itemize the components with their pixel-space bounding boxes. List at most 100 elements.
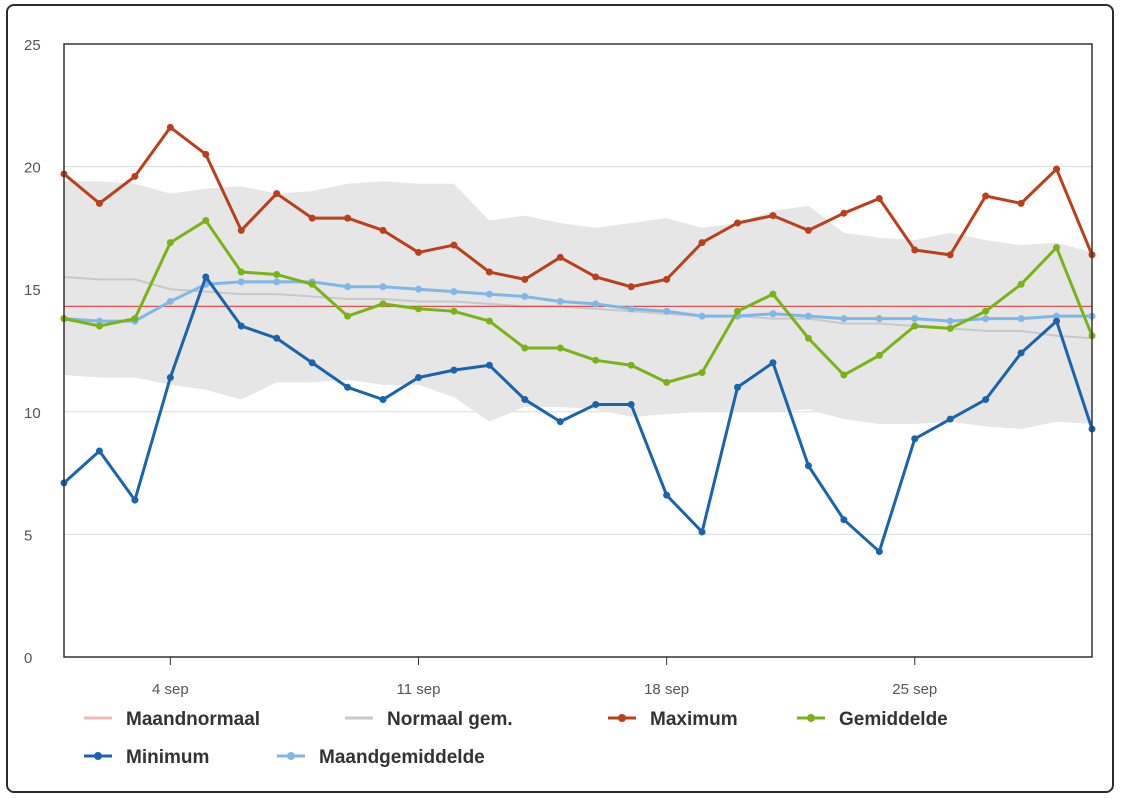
data-point-gemiddelde [485,317,493,325]
data-point-maximum [166,123,174,131]
data-point-maximum [379,226,387,234]
data-point-gemiddelde [344,312,352,320]
data-point-gemiddelde [946,324,954,332]
legend-item-maandnormaal[interactable]: Maandnormaal [84,709,260,730]
data-point-minimum [592,400,600,408]
data-point-gemiddelde [414,305,422,313]
x-tick-label: 11 sep [397,681,441,698]
x-axis-ticks: 4 sep 11 sep 18 sep 25 sep [152,657,937,698]
legend-item-maximum[interactable]: Maximum [608,709,738,730]
data-point-maandgemiddelde [663,307,671,315]
data-point-maandgemiddelde [273,278,281,286]
data-point-minimum [804,462,812,470]
data-point-minimum [1053,317,1061,325]
legend-marker [94,752,102,760]
x-tick-label: 25 sep [892,681,937,698]
data-point-minimum [698,528,706,536]
data-point-gemiddelde [202,217,210,225]
series-lines [60,123,1096,556]
data-point-maximum [698,239,706,247]
data-point-gemiddelde [131,315,139,323]
data-point-maximum [1053,165,1061,173]
data-point-maandgemiddelde [698,312,706,320]
data-point-gemiddelde [698,369,706,377]
data-point-maximum [840,209,848,217]
data-point-gemiddelde [237,268,245,276]
data-point-maandgemiddelde [344,283,352,291]
data-point-maximum [627,283,635,291]
data-point-gemiddelde [308,280,316,288]
data-point-minimum [308,359,316,367]
y-axis-ticks: 0 5 10 15 20 25 [24,37,41,667]
data-point-minimum [166,373,174,381]
data-point-maximum [344,214,352,222]
data-point-maximum [769,212,777,220]
data-point-maandgemiddelde [840,315,848,323]
plot-area-border [63,43,1093,658]
legend-item-normaal-gem[interactable]: Normaal gem. [345,709,513,730]
data-point-maandgemiddelde [414,285,422,293]
data-point-maximum [521,275,529,283]
data-point-maximum [95,199,103,207]
data-point-maximum [982,192,990,200]
data-point-gemiddelde [627,361,635,369]
x-tick-label: 18 sep [644,681,689,698]
data-point-maandgemiddelde [379,283,387,291]
legend-item-maandgemiddelde[interactable]: Maandgemiddelde [277,747,485,768]
data-point-maximum [131,172,139,180]
legend-label: Minimum [126,747,209,768]
data-point-maximum [875,194,883,202]
data-point-minimum [450,366,458,374]
data-point-minimum [521,396,529,404]
data-point-gemiddelde [982,307,990,315]
y-tick-label: 20 [24,160,41,177]
data-point-minimum [556,418,564,426]
y-tick-label: 15 [24,282,41,299]
data-point-gemiddelde [450,307,458,315]
legend-marker [807,714,815,722]
data-point-minimum [95,447,103,455]
data-point-minimum [627,400,635,408]
series-line-minimum [62,275,1094,554]
legend-label: Maandnormaal [126,709,260,730]
data-point-maandgemiddelde [946,317,954,325]
data-point-maandgemiddelde [875,315,883,323]
data-point-maximum [734,219,742,227]
legend-label: Maandgemiddelde [319,747,485,768]
data-point-gemiddelde [1017,280,1025,288]
data-point-maximum [273,190,281,198]
data-point-minimum [840,516,848,524]
series-line-maximum [63,125,1094,289]
data-point-gemiddelde [166,239,174,247]
series-line-gemiddelde [63,219,1094,384]
y-tick-label: 5 [24,527,32,544]
data-point-maandgemiddelde [95,317,103,325]
normal-band-area [64,181,1092,429]
data-point-maximum [911,246,919,254]
data-point-minimum [344,383,352,391]
legend-label: Maximum [650,709,738,730]
data-point-minimum [237,322,245,330]
legend-label: Normaal gem. [387,709,513,730]
data-point-gemiddelde [734,307,742,315]
data-point-maandgemiddelde [911,315,919,323]
legend-item-minimum[interactable]: Minimum [84,747,209,768]
data-point-gemiddelde [1053,244,1061,252]
legend-label: Gemiddelde [839,709,948,730]
data-point-maximum [804,226,812,234]
data-point-gemiddelde [556,344,564,352]
data-point-minimum [734,383,742,391]
data-point-minimum [911,435,919,443]
data-point-minimum [379,396,387,404]
data-point-maandgemiddelde [804,312,812,320]
data-point-maximum [450,241,458,249]
normal-range-band [64,181,1092,429]
data-point-maximum [1017,199,1025,207]
y-tick-label: 25 [24,37,41,54]
legend-item-gemiddelde[interactable]: Gemiddelde [797,709,948,730]
legend: Maandnormaal Normaal gem. Maximum Gemiddeld… [84,709,948,768]
data-point-maandgemiddelde [1017,315,1025,323]
data-point-minimum [131,496,139,504]
data-point-minimum [273,334,281,342]
